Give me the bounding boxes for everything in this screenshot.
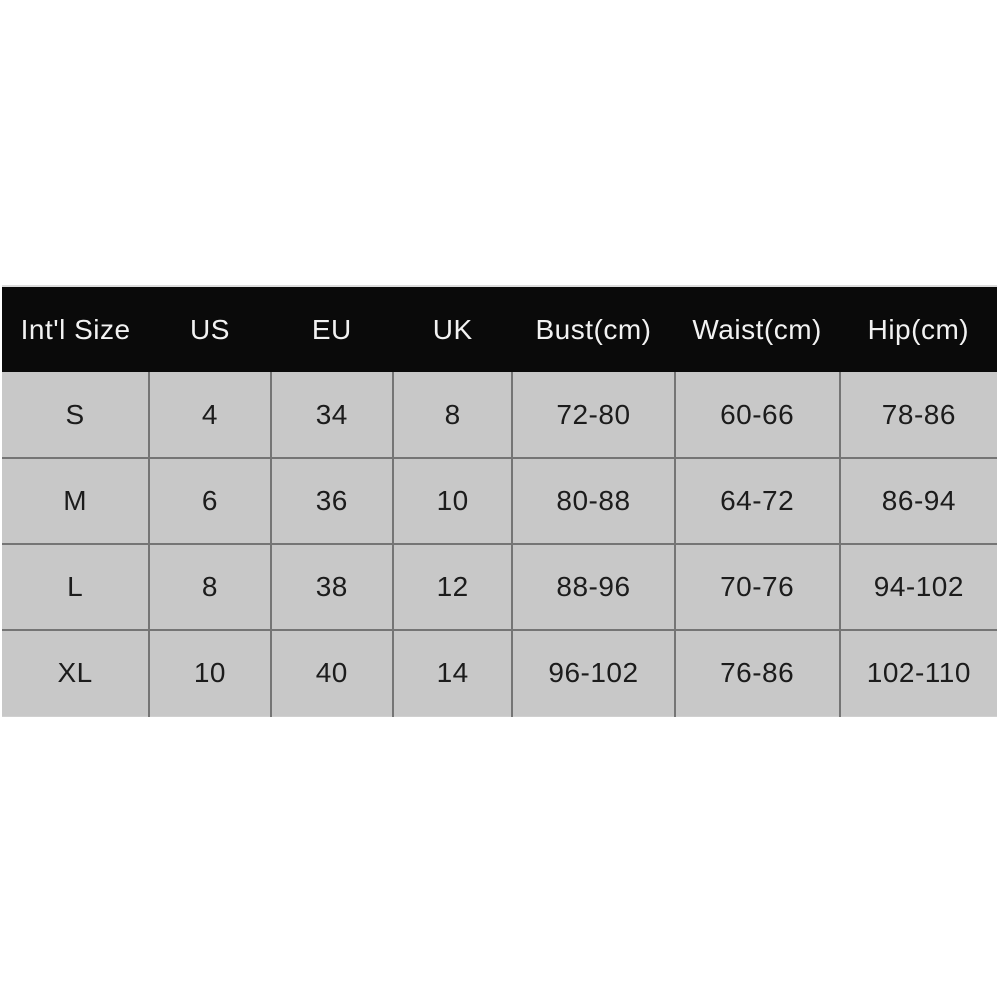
table-cell: 8 [391, 372, 513, 458]
table-cell: 64-72 [673, 457, 840, 544]
table-cell: XL [2, 629, 150, 716]
header-cell-waist: Waist(cm) [674, 286, 840, 372]
table-cell: 12 [391, 543, 513, 630]
table-cell: 60-66 [673, 372, 840, 458]
table-cell: 86-94 [838, 457, 997, 544]
header-row: Int'l Size US EU UK Bust(cm) Waist(cm) H… [2, 286, 997, 372]
table-cell: 4 [148, 372, 271, 458]
table-cell: 34 [269, 372, 393, 458]
table-cell: 40 [269, 629, 393, 716]
table-cell: 70-76 [673, 543, 840, 630]
table-cell: M [2, 457, 150, 544]
table-row-s: S 4 34 8 72-80 60-66 78-86 [2, 372, 997, 458]
table-cell: 96-102 [511, 629, 675, 716]
table-cell: 38 [269, 543, 393, 630]
table-cell: 8 [148, 543, 271, 630]
table-cell: 72-80 [511, 372, 675, 458]
size-chart-table: Int'l Size US EU UK Bust(cm) Waist(cm) H… [2, 285, 997, 717]
table-cell: 76-86 [673, 629, 840, 716]
table-cell: 36 [269, 457, 393, 544]
header-cell-intl-size: Int'l Size [2, 286, 150, 372]
table-cell: 14 [391, 629, 513, 716]
table-row-l: L 8 38 12 88-96 70-76 94-102 [2, 543, 997, 630]
table-cell: 10 [148, 629, 271, 716]
table-cell: 94-102 [838, 543, 997, 630]
header-cell-bust: Bust(cm) [512, 286, 675, 372]
table-cell: L [2, 543, 150, 630]
header-cell-us: US [149, 286, 271, 372]
table-cell: 88-96 [511, 543, 675, 630]
header-cell-eu: EU [270, 286, 393, 372]
table-row-m: M 6 36 10 80-88 64-72 86-94 [2, 457, 997, 544]
table-cell: 6 [148, 457, 271, 544]
table-cell: S [2, 372, 150, 458]
header-cell-hip: Hip(cm) [839, 286, 997, 372]
table-cell: 80-88 [511, 457, 675, 544]
table-cell: 102-110 [838, 629, 997, 716]
table-cell: 10 [391, 457, 513, 544]
table-row-xl: XL 10 40 14 96-102 76-86 102-110 [2, 629, 997, 716]
header-cell-uk: UK [393, 286, 513, 372]
table-cell: 78-86 [838, 372, 997, 458]
